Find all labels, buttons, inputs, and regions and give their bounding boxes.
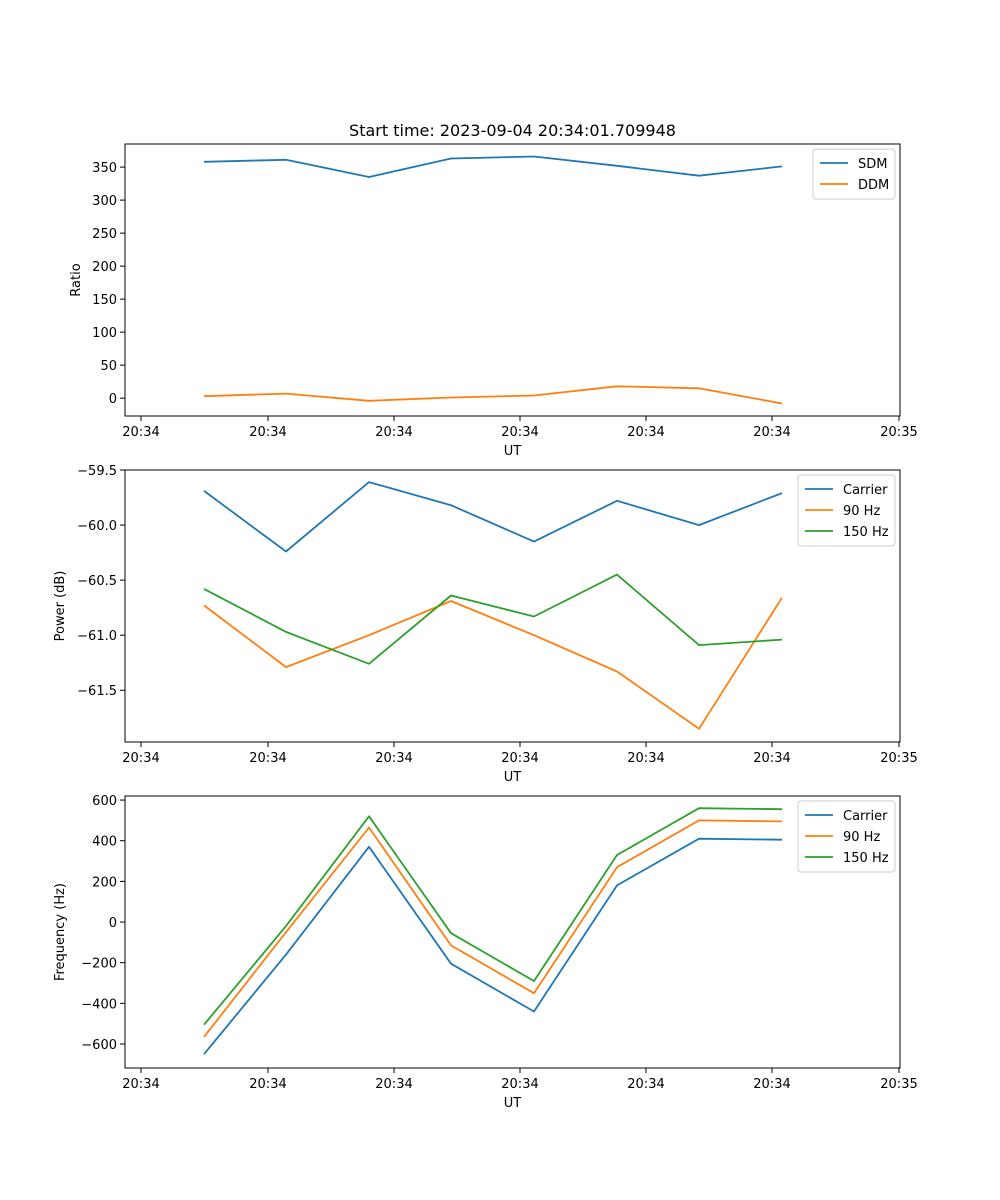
series-line-sdm xyxy=(203,155,783,178)
legend-label: 90 Hz xyxy=(843,504,880,519)
x-tick-label: 20:35 xyxy=(880,1077,917,1092)
chart-panel-3: 20:34 20:34 20:34 20:34 20:34 20:34 20:35 UT −60… xyxy=(53,794,918,1111)
y-tick-label: 100 xyxy=(92,326,117,341)
x-tick-label: 20:34 xyxy=(122,1077,159,1092)
x-tick-label: 20:34 xyxy=(122,425,159,440)
legend-label: 150 Hz xyxy=(843,851,889,866)
axes-frame xyxy=(124,795,901,1069)
y-tick-label: 200 xyxy=(92,875,117,890)
y-tick-label: −59.5 xyxy=(77,464,117,479)
y-tick-label: −60.0 xyxy=(77,519,117,534)
x-tick-label: 20:34 xyxy=(753,425,790,440)
y-axis-label: Ratio xyxy=(69,263,84,296)
x-tick-label: 20:34 xyxy=(375,1077,412,1092)
series-line-carrier xyxy=(203,481,783,553)
legend-label: Carrier xyxy=(843,809,888,824)
series-line-150-hz xyxy=(203,573,783,665)
y-tick-label: 400 xyxy=(92,835,117,850)
y-tick-label: −61.5 xyxy=(77,684,117,699)
y-tick-label: 200 xyxy=(92,260,117,275)
legend-label: SDM xyxy=(858,157,887,172)
y-tick-label: 0 xyxy=(109,392,117,407)
y-axis-label: Frequency (Hz) xyxy=(53,883,68,981)
legend: Carrier 90 Hz 150 Hz xyxy=(797,800,896,873)
y-tick-label: 150 xyxy=(92,293,117,308)
chart-title: Start time: 2023-09-04 20:34:01.709948 xyxy=(349,121,676,140)
y-tick-label: −200 xyxy=(81,957,117,972)
y-tick-label: 600 xyxy=(92,794,117,809)
chart-panel-1: 20:34 20:34 20:34 20:34 20:34 20:34 20:35 UT 0 50… xyxy=(69,121,918,459)
legend-box xyxy=(797,800,896,873)
x-tick-label: 20:34 xyxy=(249,1077,286,1092)
x-tick-label: 20:34 xyxy=(627,1077,664,1092)
series-line-ddm xyxy=(203,385,783,405)
legend-label: DDM xyxy=(858,178,889,193)
y-axis-label: Power (dB) xyxy=(53,571,68,642)
y-tick-label: −600 xyxy=(81,1038,117,1053)
x-tick-label: 20:34 xyxy=(375,751,412,766)
series-line-90-hz xyxy=(203,597,783,730)
legend: Carrier 90 Hz 150 Hz xyxy=(797,474,896,547)
x-axis-label: UT xyxy=(504,770,522,785)
y-tick-label: −400 xyxy=(81,997,117,1012)
y-tick-label: −60.5 xyxy=(77,574,117,589)
x-tick-label: 20:34 xyxy=(122,751,159,766)
x-tick-label: 20:34 xyxy=(249,425,286,440)
x-axis-label: UT xyxy=(504,1096,522,1111)
y-tick-label: 350 xyxy=(92,161,117,176)
legend-box xyxy=(812,148,896,200)
legend-label: Carrier xyxy=(843,483,888,498)
series-line-carrier xyxy=(203,837,783,1055)
x-tick-label: 20:35 xyxy=(880,425,917,440)
x-axis-label: UT xyxy=(504,444,522,459)
axes-frame xyxy=(124,143,901,417)
legend-label: 90 Hz xyxy=(843,830,880,845)
legend-label: 150 Hz xyxy=(843,525,889,540)
y-tick-label: −61.0 xyxy=(77,629,117,644)
series-line-90-hz xyxy=(203,819,783,1038)
x-tick-label: 20:34 xyxy=(501,1077,538,1092)
y-tick-label: 50 xyxy=(100,359,117,374)
chart-panel-2: 20:34 20:34 20:34 20:34 20:34 20:34 20:35 UT −61… xyxy=(53,464,918,785)
y-tick-label: 0 xyxy=(109,916,117,931)
x-tick-label: 20:35 xyxy=(880,751,917,766)
legend: SDM DDM xyxy=(812,148,896,200)
x-tick-label: 20:34 xyxy=(753,1077,790,1092)
y-tick-label: 300 xyxy=(92,194,117,209)
x-tick-label: 20:34 xyxy=(501,425,538,440)
x-tick-label: 20:34 xyxy=(375,425,412,440)
axes-frame xyxy=(124,469,901,743)
y-tick-label: 250 xyxy=(92,227,117,242)
x-tick-label: 20:34 xyxy=(627,425,664,440)
x-tick-label: 20:34 xyxy=(753,751,790,766)
legend-box xyxy=(797,474,896,547)
series-line-150-hz xyxy=(203,807,783,1026)
x-tick-label: 20:34 xyxy=(249,751,286,766)
x-tick-label: 20:34 xyxy=(501,751,538,766)
x-tick-label: 20:34 xyxy=(627,751,664,766)
